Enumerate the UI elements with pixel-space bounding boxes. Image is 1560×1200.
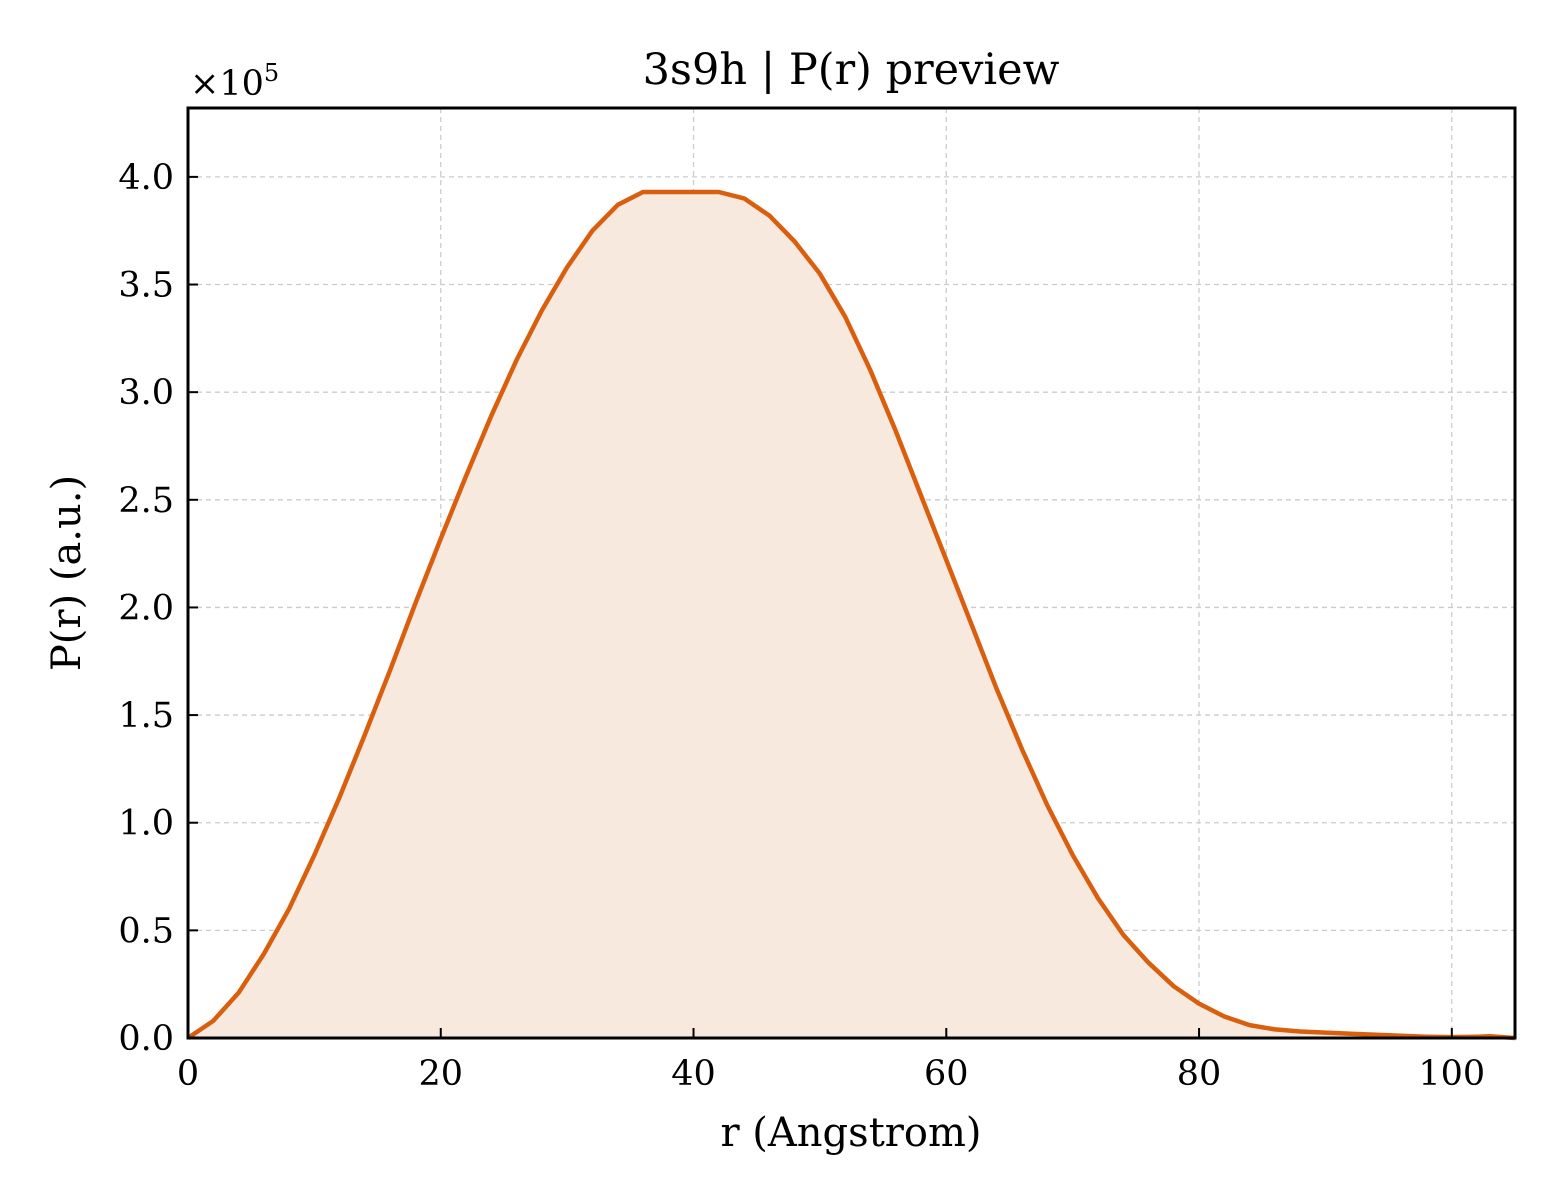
y-tick-label: 1.5 bbox=[118, 696, 174, 736]
area-fill bbox=[188, 192, 1515, 1038]
y-tick-label: 2.0 bbox=[118, 588, 174, 628]
y-multiplier-exponent: 5 bbox=[264, 59, 279, 87]
plot-frame bbox=[186, 106, 1517, 1040]
y-axis-label: P(r) (a.u.) bbox=[44, 475, 90, 671]
y-tick-label: 1.0 bbox=[118, 804, 174, 844]
x-tick-label: 100 bbox=[1418, 1054, 1485, 1094]
axis-ticks: 0 20 40 60 80 100 0.0 0.5 1.0 1.5 2.0 2.5 3.0 3.5 4.0 bbox=[118, 158, 1485, 1094]
x-tick-label: 0 bbox=[177, 1054, 199, 1094]
x-axis-label: r (Angstrom) bbox=[720, 1110, 981, 1156]
x-tick-label: 60 bbox=[924, 1054, 969, 1094]
x-tick-label: 80 bbox=[1177, 1054, 1222, 1094]
x-tick-label: 40 bbox=[671, 1054, 716, 1094]
series-line bbox=[186, 189, 1516, 1041]
y-tick-label: 0.0 bbox=[118, 1019, 174, 1059]
y-tick-label: 2.5 bbox=[118, 481, 174, 521]
x-tick-label: 20 bbox=[418, 1054, 463, 1094]
y-tick-label: 0.5 bbox=[118, 911, 174, 951]
y-multiplier-base: ×10 bbox=[190, 64, 264, 104]
y-tick-label: 3.5 bbox=[118, 266, 174, 306]
y-tick-label: 4.0 bbox=[118, 158, 174, 198]
y-tick-label: 3.0 bbox=[118, 373, 174, 413]
y-axis-multiplier: ×105 bbox=[190, 59, 279, 104]
chart-title: 3s9h | P(r) preview bbox=[643, 45, 1060, 95]
